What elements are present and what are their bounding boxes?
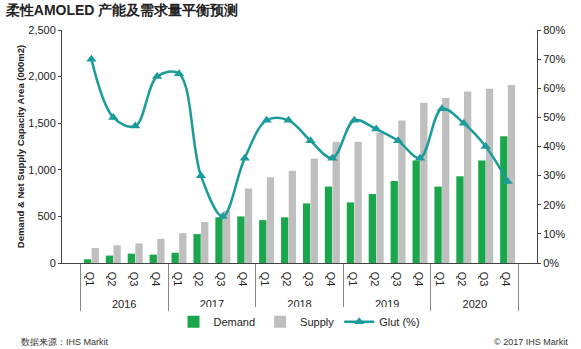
svg-text:Q2: Q2 [456,272,468,287]
svg-text:Q4: Q4 [325,272,337,287]
svg-text:Q2: Q2 [193,272,205,287]
svg-text:Glut (%): Glut (%) [379,316,419,328]
svg-text:Q2: Q2 [106,272,118,287]
svg-text:10%: 10% [543,228,565,240]
svg-text:2019: 2019 [374,298,400,311]
svg-text:0: 0 [50,257,56,269]
svg-text:2016: 2016 [112,298,136,310]
svg-text:60%: 60% [543,82,565,94]
svg-text:2,000: 2,000 [28,70,56,82]
svg-text:Q4: Q4 [412,272,424,287]
svg-text:Q1: Q1 [172,272,184,287]
svg-text:Q3: Q3 [215,272,227,287]
svg-text:40%: 40% [543,140,565,152]
svg-text:Q3: Q3 [128,272,140,287]
svg-text:Q1: Q1 [84,272,96,287]
svg-text:Q1: Q1 [259,272,271,287]
svg-text:Q4: Q4 [500,272,512,287]
svg-text:Q1: Q1 [434,272,446,287]
svg-text:2,500: 2,500 [28,24,56,36]
svg-text:Q3: Q3 [478,272,490,287]
svg-text:Q4: Q4 [237,272,249,287]
svg-text:500: 500 [37,210,55,222]
svg-text:Q3: Q3 [391,272,403,287]
svg-text:Q2: Q2 [281,272,293,287]
svg-text:70%: 70% [543,53,565,65]
svg-text:Q1: Q1 [347,272,359,287]
svg-text:1,500: 1,500 [28,117,56,129]
svg-text:Demand & Net Supply Capacity A: Demand & Net Supply Capacity Area (000m2… [15,45,26,248]
svg-text:Q2: Q2 [369,272,381,287]
svg-text:Q4: Q4 [150,272,162,287]
svg-text:20%: 20% [543,199,565,211]
svg-text:Demand: Demand [214,316,256,328]
svg-text:2017: 2017 [199,298,225,311]
svg-text:数据来源：IHS Markit: 数据来源：IHS Markit [21,337,109,347]
svg-text:30%: 30% [543,169,565,181]
svg-text:Q3: Q3 [303,272,315,287]
svg-text:Supply: Supply [300,316,334,328]
svg-text:1,000: 1,000 [28,164,56,176]
svg-text:柔性AMOLED 产能及需求量平衡预测: 柔性AMOLED 产能及需求量平衡预测 [5,2,239,18]
svg-text:50%: 50% [543,111,565,123]
svg-text:2018: 2018 [287,298,312,311]
svg-text:80%: 80% [543,24,565,36]
svg-text:0%: 0% [543,257,559,269]
svg-text:2020: 2020 [463,298,487,310]
svg-text:© 2017 IHS Markit: © 2017 IHS Markit [494,337,568,347]
